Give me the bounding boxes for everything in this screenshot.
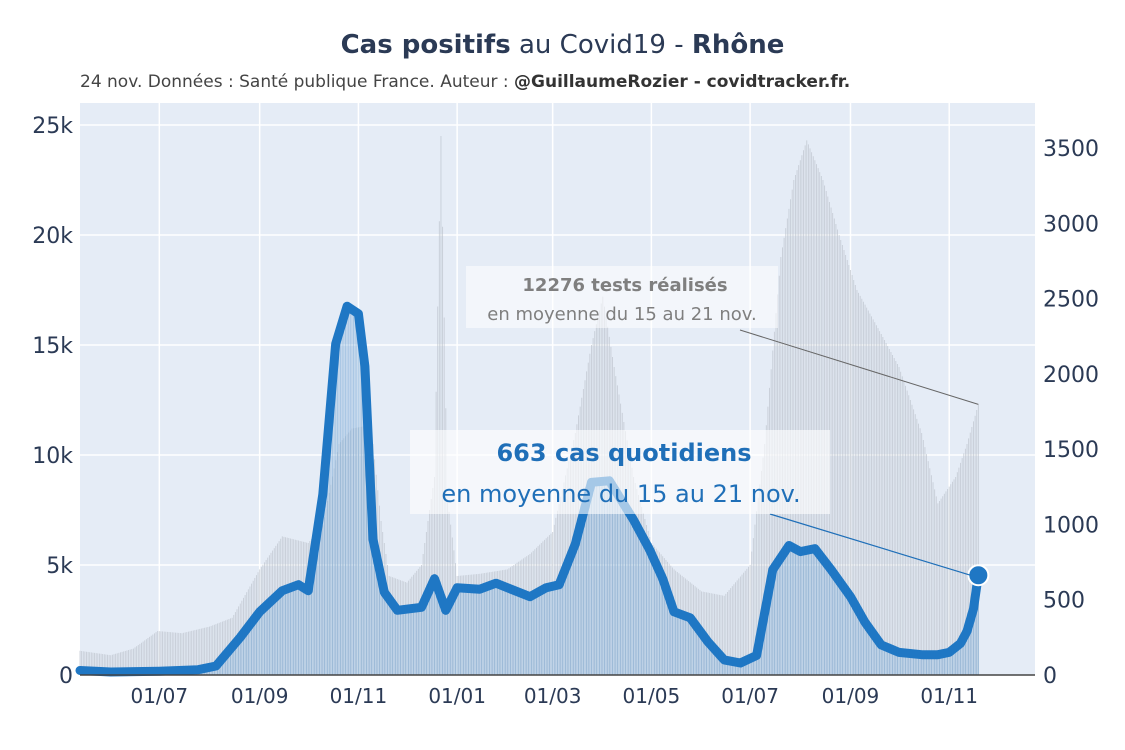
cases-annotation-bold: 663 cas quotidiens [496,439,751,467]
y-left-tick-label: 15k [32,334,73,359]
x-tick-label: 01/11 [330,684,388,708]
chart-subtitle: 24 nov. Données : Santé publique France.… [80,72,850,92]
tests-annotation-text: en moyenne du 15 au 21 nov. [487,304,756,325]
y-left-tick-label: 5k [46,554,73,579]
x-tick-label: 01/11 [920,684,978,708]
y-right-tick-label: 0 [1043,664,1057,689]
annotation-connectors [739,329,979,576]
tests-annotation-bold: 12276 tests réalisés [522,275,727,296]
x-tick-label: 01/01 [428,684,486,708]
x-tick-label: 01/03 [524,684,582,708]
cases-annotation-box [410,430,830,514]
y-left-tick-label: 25k [32,114,73,139]
chart-title: Cas positifs au Covid19 - Rhône [0,30,1125,60]
y-right-tick-label: 500 [1043,589,1085,614]
x-tick-label: 01/09 [822,684,880,708]
cases-annotation-connector [769,513,971,576]
title-middle: au Covid19 - [510,30,692,60]
y-right-tick-label: 3500 [1043,137,1099,162]
y-right-tick-label: 2500 [1043,288,1099,313]
x-tick-label: 01/05 [623,684,681,708]
tests-annotation-connector [739,329,979,405]
y-left-tick-label: 20k [32,224,73,249]
cases-line [75,301,983,677]
y-right-tick-label: 2000 [1043,363,1099,388]
y-right-tick-label: 1500 [1043,438,1099,463]
x-tick-label: 01/09 [231,684,289,708]
cases-last-point [967,564,990,587]
subtitle-author: @GuillaumeRozier - covidtracker.fr. [514,72,851,92]
y-right-tick-label: 3000 [1043,212,1099,237]
tests-annotation-box [466,266,778,328]
x-tick-label: 01/07 [130,684,188,708]
x-tick-label: 01/07 [721,684,779,708]
cases-annotation-text: en moyenne du 15 au 21 nov. [441,480,800,508]
title-bold: Cas positifs [340,30,511,60]
y-right-tick-label: 1000 [1043,513,1099,538]
title-region: Rhône [691,30,785,60]
y-left-tick-label: 10k [32,444,73,469]
axes: 0 5k 10k 15k 20k 25k 0 500 1000 1500 2000 2500 3000 3… [32,114,1099,708]
y-left-tick-label: 0 [59,664,73,689]
subtitle-prefix: 24 nov. Données : Santé publique France.… [80,72,515,92]
